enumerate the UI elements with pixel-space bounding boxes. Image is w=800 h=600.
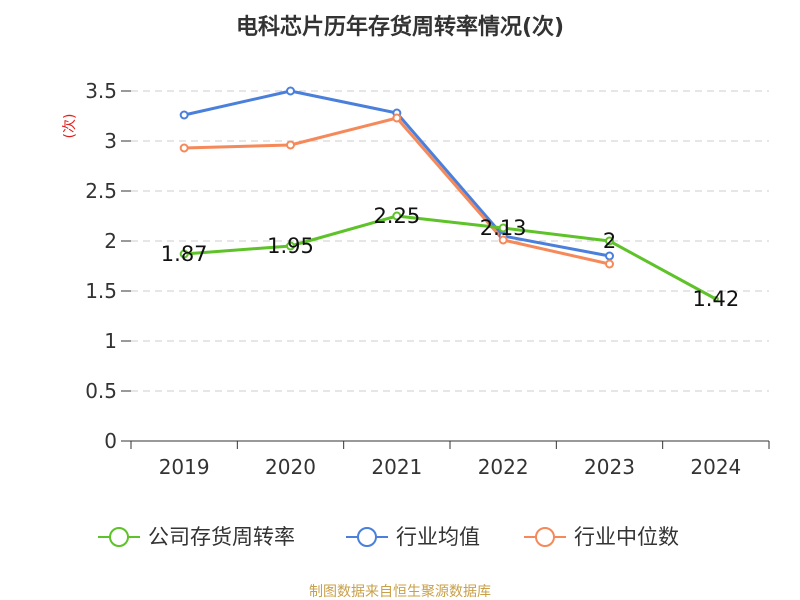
x-tick-labels: 2019 2020 2021 2022 2023 2024	[130, 441, 770, 479]
legend-marker	[357, 527, 377, 547]
data-label: 1.42	[692, 287, 739, 311]
legend-marker	[109, 527, 129, 547]
legend-label: 行业中位数	[574, 525, 679, 549]
data-label: 1.95	[267, 234, 314, 258]
series-points	[179, 86, 719, 302]
legend: 公司存货周转率 行业均值 行业中位数	[98, 525, 679, 549]
data-labels: 1.87 1.95 2.25 2.13 2 1.42	[161, 204, 739, 311]
x-tick-label: 2024	[690, 455, 741, 479]
data-label: 1.87	[161, 242, 208, 266]
data-point	[392, 211, 402, 221]
x-tick-label: 2022	[478, 455, 529, 479]
data-label: 2.25	[373, 204, 420, 228]
y-tick-label: 0.5	[85, 379, 117, 403]
y-tick-label: 2.5	[85, 179, 117, 203]
chart-title: 电科芯片历年存货周转率情况(次)	[236, 14, 564, 40]
x-tick-label: 2019	[159, 455, 210, 479]
data-point	[605, 251, 614, 261]
y-axis-unit-label: (次)	[62, 114, 78, 139]
y-tick-label: 3	[104, 129, 117, 153]
y-tick-label: 0	[104, 429, 117, 453]
data-point	[392, 113, 402, 123]
y-tick-labels: 0 0.5 1 1.5 2 2.5 3 3.5	[85, 79, 131, 453]
data-point	[286, 241, 295, 251]
y-tick-label: 1	[104, 329, 117, 353]
y-tick-label: 2	[104, 229, 117, 253]
series-lines	[183, 89, 717, 301]
legend-label: 行业均值	[396, 525, 480, 549]
grid-lines	[131, 90, 769, 392]
x-tick-label: 2020	[265, 455, 316, 479]
data-point	[179, 110, 189, 120]
data-point	[498, 223, 508, 233]
data-point	[605, 236, 614, 246]
x-tick-label: 2021	[371, 455, 422, 479]
series-line	[184, 214, 717, 301]
legend-label: 公司存货周转率	[148, 525, 295, 549]
y-tick-label: 1.5	[85, 279, 117, 303]
legend-marker	[535, 527, 555, 547]
data-point	[498, 235, 508, 245]
data-point	[286, 140, 295, 150]
data-point	[605, 259, 614, 269]
x-tick-label: 2023	[584, 455, 635, 479]
data-point	[712, 296, 719, 302]
data-label: 2	[603, 229, 616, 253]
data-point	[286, 86, 295, 96]
data-label: 2.13	[480, 216, 527, 240]
data-point	[179, 249, 189, 259]
y-tick-label: 3.5	[85, 79, 117, 103]
data-point	[179, 143, 189, 153]
source-note: 制图数据来自恒生聚源数据库	[309, 584, 491, 600]
